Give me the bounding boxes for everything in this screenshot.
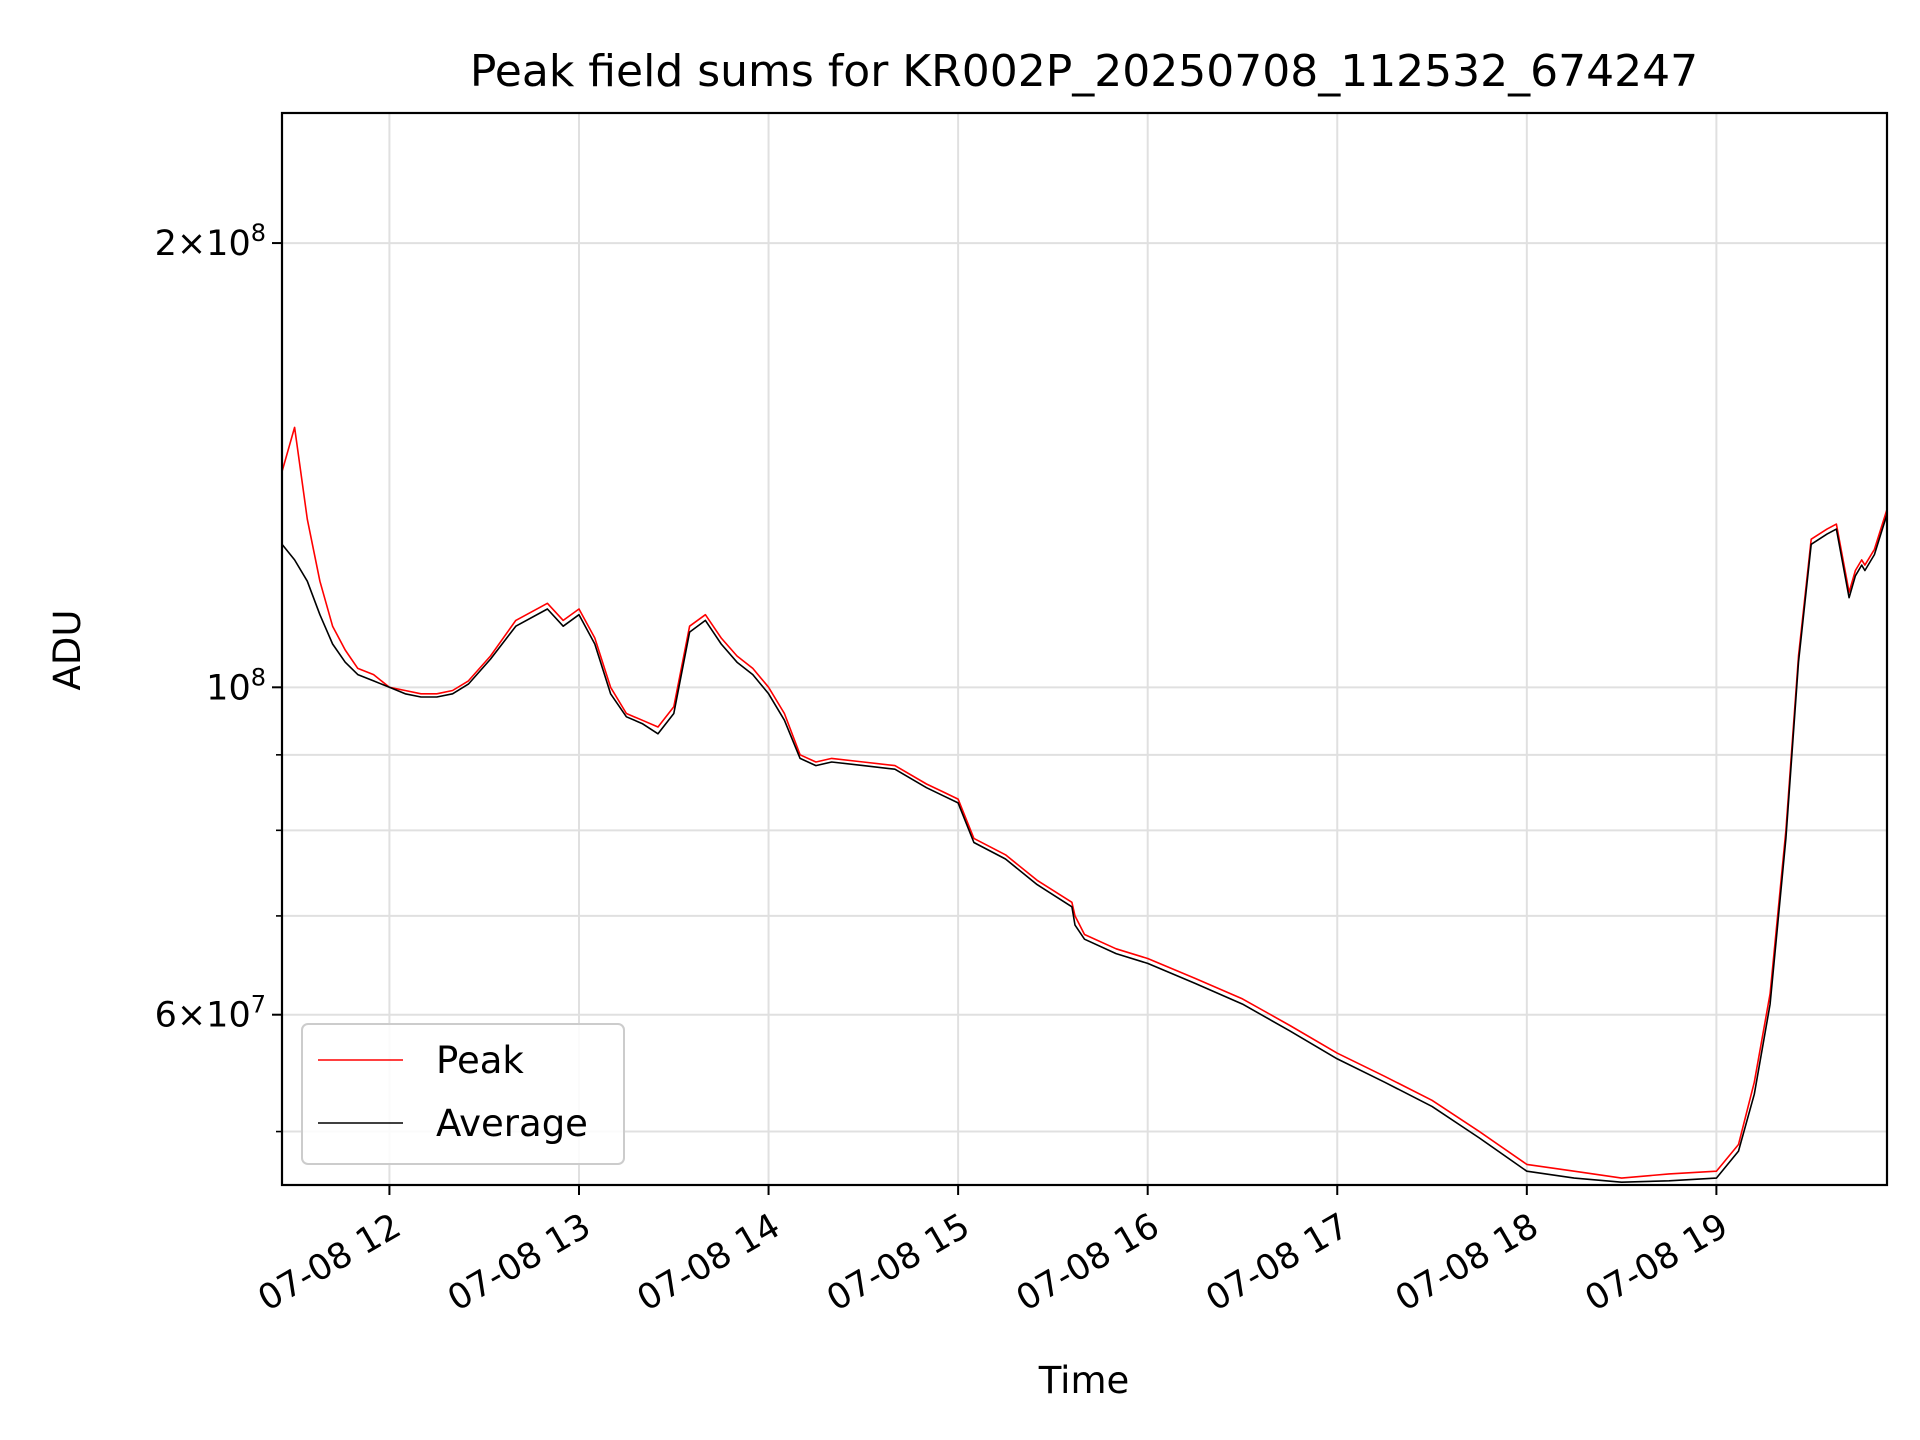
series-layer: [281, 426, 1888, 1183]
legend: Peak Average: [301, 1023, 625, 1165]
y-axis-label: ADU: [46, 610, 89, 691]
series-line-average: [281, 513, 1888, 1183]
y-tick-label: 108: [206, 663, 266, 708]
legend-average-label: Average: [436, 1102, 588, 1145]
y-tick-label: 2×108: [155, 219, 266, 264]
x-axis-label: Time: [1038, 1359, 1130, 1402]
legend-peak-label: Peak: [436, 1039, 524, 1082]
y-axis-ticks: 108 2×108 6×107: [155, 219, 282, 1133]
legend-box: [301, 1023, 625, 1165]
plot-frame: [280, 111, 1889, 1187]
series-line-peak: [281, 426, 1888, 1179]
chart-title: Peak field sums for KR002P_20250708_1125…: [470, 46, 1698, 97]
y-tick-label: 6×107: [155, 991, 266, 1036]
